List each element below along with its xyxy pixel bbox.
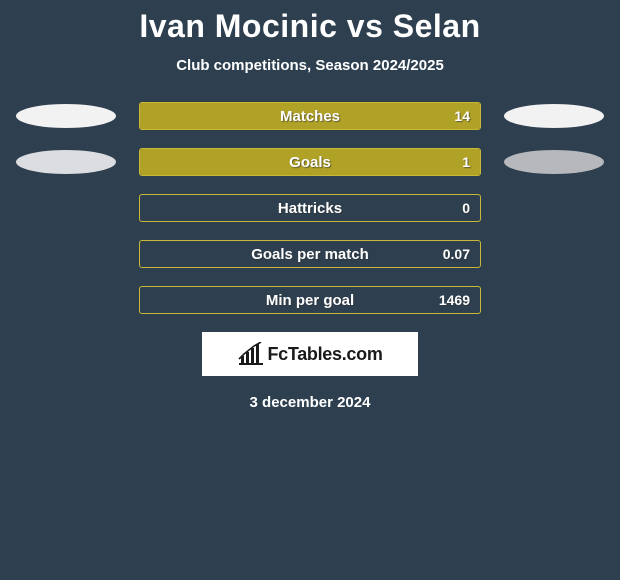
left-ellipse xyxy=(16,104,116,128)
left-ellipse-slot xyxy=(11,286,121,314)
right-ellipse xyxy=(504,104,604,128)
stat-value: 1469 xyxy=(439,287,470,313)
stat-bar: Matches14 xyxy=(139,102,481,130)
left-ellipse-slot xyxy=(11,102,121,130)
page-title: Ivan Mocinic vs Selan xyxy=(0,8,620,45)
right-ellipse-slot xyxy=(499,194,609,222)
stat-row: Goals per match0.07 xyxy=(0,240,620,268)
stat-bar: Goals1 xyxy=(139,148,481,176)
stat-label: Hattricks xyxy=(140,195,480,221)
stat-label: Goals per match xyxy=(140,241,480,267)
stats-rows: Matches14 Goals1 Hattricks0 Goals per match… xyxy=(0,102,620,314)
left-ellipse-slot xyxy=(11,194,121,222)
comparison-card: Ivan Mocinic vs Selan Club competitions,… xyxy=(0,0,620,411)
stat-value: 14 xyxy=(454,103,470,129)
stat-bar: Hattricks0 xyxy=(139,194,481,222)
stat-value: 0.07 xyxy=(443,241,470,267)
left-ellipse xyxy=(16,150,116,174)
logo-box[interactable]: FcTables.com xyxy=(202,332,418,376)
stat-value: 1 xyxy=(462,149,470,175)
logo-text: FcTables.com xyxy=(267,344,382,365)
stat-label: Min per goal xyxy=(140,287,480,313)
left-ellipse-slot xyxy=(11,148,121,176)
right-ellipse-slot xyxy=(499,102,609,130)
stat-row: Goals1 xyxy=(0,148,620,176)
right-ellipse-slot xyxy=(499,286,609,314)
right-ellipse-slot xyxy=(499,240,609,268)
stat-label: Goals xyxy=(140,149,480,175)
stat-row: Min per goal1469 xyxy=(0,286,620,314)
stat-row: Hattricks0 xyxy=(0,194,620,222)
stat-row: Matches14 xyxy=(0,102,620,130)
stat-label: Matches xyxy=(140,103,480,129)
subtitle: Club competitions, Season 2024/2025 xyxy=(0,57,620,74)
bar-chart-icon xyxy=(237,342,263,366)
right-ellipse xyxy=(504,150,604,174)
stat-value: 0 xyxy=(462,195,470,221)
stat-bar: Goals per match0.07 xyxy=(139,240,481,268)
left-ellipse-slot xyxy=(11,240,121,268)
right-ellipse-slot xyxy=(499,148,609,176)
stat-bar: Min per goal1469 xyxy=(139,286,481,314)
date-line: 3 december 2024 xyxy=(0,394,620,411)
